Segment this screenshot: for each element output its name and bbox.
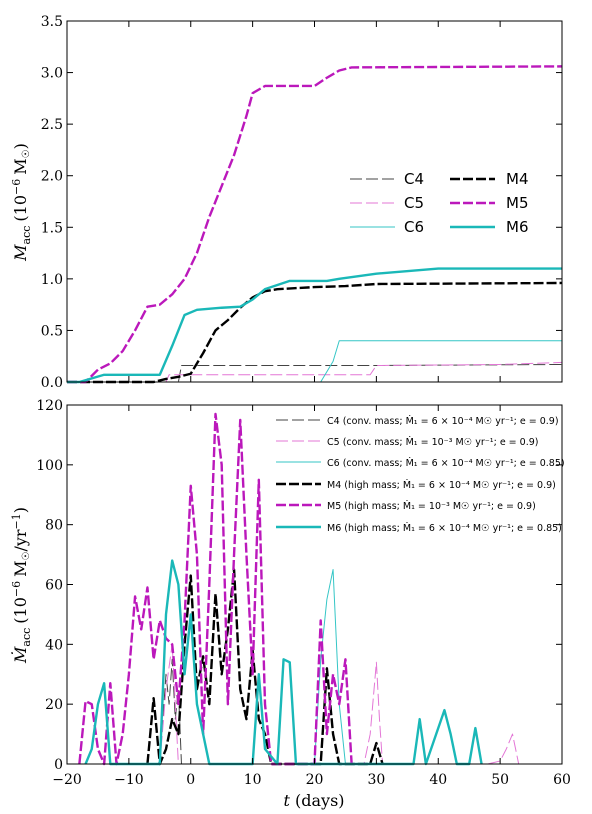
bottom-series-line-m5 (78, 412, 353, 766)
top-ylabel-main: M (11, 244, 30, 262)
top-panel: 0.00.51.01.52.02.53.03.5 Macc(10−6M☉) C4… (10, 14, 563, 391)
bottom-legend-label-c4: C4 (conv. mass; Ṁ₁ = 6 × 10⁻⁴ M☉ yr⁻¹; e… (327, 416, 559, 427)
xlabel-var: t (283, 791, 290, 810)
bottom-y-tick-label: 40 (45, 637, 63, 653)
svg-text:Macc(10−6M☉): Macc(10−6M☉) (10, 143, 33, 262)
svg-text:Ṁacc(10−6M☉/yr−1): Ṁacc (10−6 M☉/yr−1) (10, 507, 33, 664)
bottom-ylabel-unit2: M (11, 561, 30, 577)
bottom-x-ticks: −20 −10 0 10 20 30 40 50 60 (52, 405, 571, 788)
top-series-line-m5 (67, 65, 563, 384)
bottom-x-tick-label: 0 (186, 772, 195, 788)
top-y-tick-label: 0.0 (41, 375, 63, 391)
bottom-ylabel-sun-symbol: ☉ (21, 552, 32, 561)
top-y-ticks: 0.0 0.5 1.0 1.5 2.0 2.5 3.0 3.5 (41, 14, 563, 391)
bottom-ylabel-exp: −6 (10, 581, 23, 597)
top-legend-label-c6: C6 (404, 218, 424, 236)
top-legend: C4 C5 C6 M4 M5 M6 (350, 170, 529, 236)
bottom-x-tick-label: −20 (52, 772, 82, 788)
top-y-tick-label: 1.0 (41, 272, 63, 288)
bottom-ylabel-close2: /yr (11, 529, 30, 551)
top-plot-frame (66, 20, 563, 383)
bottom-y-tick-label: 80 (45, 518, 63, 534)
bottom-series-line-c6 (314, 569, 346, 765)
top-series-line-m6 (67, 267, 562, 384)
bottom-panel: 0 20 40 60 80 100 120 −20 −10 0 10 20 30 40 50 60 Ṁacc… (10, 398, 571, 810)
bottom-ylabel-exp2: −1 (10, 513, 23, 529)
bottom-x-tick-label: 30 (367, 772, 385, 788)
top-series-line-m4 (67, 281, 563, 384)
bottom-series-line-c5 (159, 643, 520, 765)
top-ylabel-sub: acc (20, 226, 33, 245)
bottom-ylabel-sub: acc (20, 628, 33, 647)
top-y-tick-label: 3.0 (41, 66, 63, 82)
bottom-legend-label-c6: C6 (conv. mass; Ṁ₁ = 6 × 10⁻⁴ M☉ yr⁻¹; e… (327, 458, 565, 469)
top-legend-label-c5: C5 (404, 194, 424, 212)
bottom-ylabel-main: Ṁ (10, 646, 30, 664)
bottom-ylabel-unit: (10 (11, 597, 30, 624)
top-legend-label-c4: C4 (404, 170, 424, 188)
bottom-y-tick-label: 0 (54, 757, 63, 773)
top-ylabel-unit2: M (11, 158, 30, 174)
top-y-tick-label: 0.5 (41, 323, 63, 339)
bottom-ylabel-close: ) (11, 507, 30, 513)
top-legend-label-m4: M4 (506, 170, 529, 188)
bottom-legend-label-c5: C5 (conv. mass; Ṁ₁ = 10⁻³ M☉ yr⁻¹; e = 0… (327, 437, 538, 448)
bottom-series-line-m6 (84, 559, 483, 766)
bottom-y-tick-label: 60 (45, 578, 63, 594)
top-y-tick-label: 1.5 (41, 220, 63, 236)
bottom-legend-label-m6: M6 (high mass; Ṁ₁ = 6 × 10⁻⁴ M☉ yr⁻¹; e … (327, 523, 562, 534)
top-ylabel-unit: (10 (11, 195, 30, 222)
top-ylabel-sun-symbol: ☉ (21, 149, 32, 158)
top-y-tick-label: 2.5 (41, 117, 63, 133)
xlabel-unit: (days) (295, 791, 345, 810)
bottom-x-tick-label: 40 (429, 772, 447, 788)
bottom-x-axis-label: t (days) (283, 791, 344, 810)
bottom-y-tick-label: 120 (36, 398, 63, 414)
bottom-x-tick-label: 10 (244, 772, 262, 788)
bottom-legend-label-m4: M4 (high mass; Ṁ₁ = 6 × 10⁻⁴ M☉ yr⁻¹; e … (327, 480, 556, 491)
top-legend-label-m6: M6 (506, 218, 529, 236)
top-ylabel-exp: −6 (10, 179, 23, 195)
top-y-tick-label: 3.5 (41, 14, 63, 30)
bottom-legend: C4 (conv. mass; Ṁ₁ = 6 × 10⁻⁴ M☉ yr⁻¹; e… (276, 416, 565, 534)
bottom-y-ticks: 0 20 40 60 80 100 120 (36, 398, 562, 773)
bottom-x-tick-label: 20 (306, 772, 324, 788)
bottom-y-tick-label: 100 (36, 458, 63, 474)
top-y-tick-label: 2.0 (41, 169, 63, 185)
bottom-series-line-c4 (159, 658, 182, 765)
top-ylabel-close: ) (11, 143, 30, 149)
bottom-legend-label-m5: M5 (high mass; Ṁ₁ = 10⁻³ M☉ yr⁻¹; e = 0.… (327, 501, 536, 512)
top-y-axis-label: Macc(10−6M☉) (10, 143, 33, 262)
top-series-group (67, 65, 563, 384)
top-legend-label-m5: M5 (506, 194, 529, 212)
bottom-y-tick-label: 20 (45, 697, 63, 713)
bottom-y-axis-label: Ṁacc (10−6 M☉/yr−1) (10, 507, 33, 664)
bottom-x-tick-label: 60 (553, 772, 571, 788)
bottom-x-tick-label: −10 (114, 772, 144, 788)
bottom-x-tick-label: 50 (491, 772, 509, 788)
